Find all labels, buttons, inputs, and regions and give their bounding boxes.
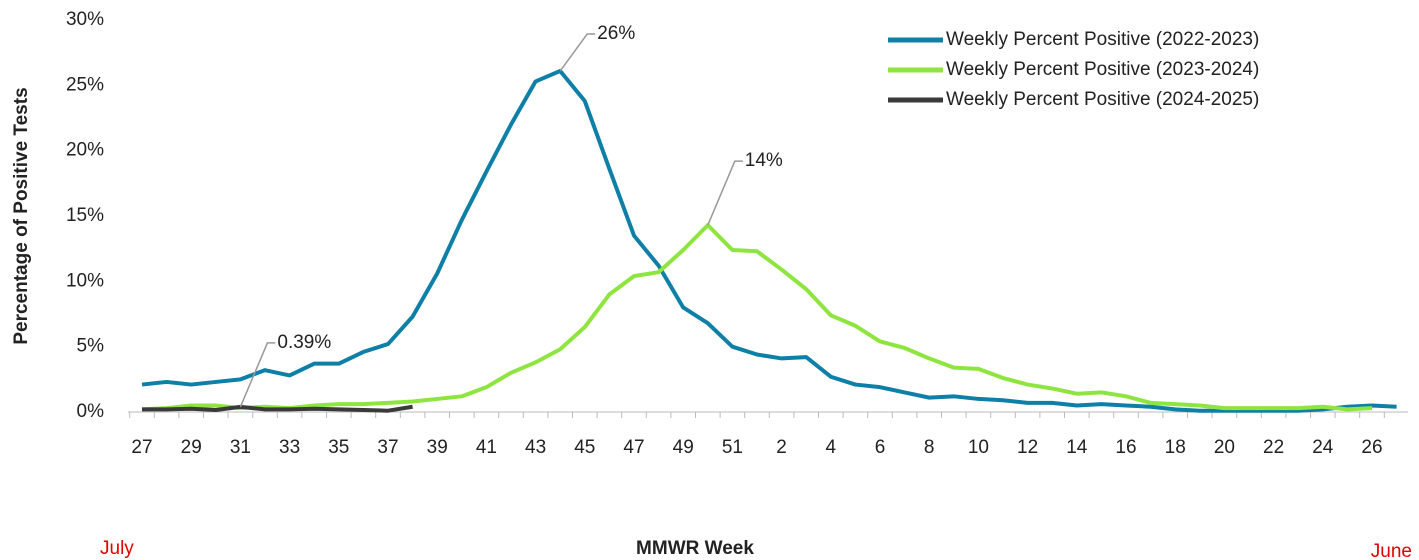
x-axis-label: MMWR Week bbox=[636, 538, 754, 559]
y-tick-label: 15% bbox=[66, 205, 104, 226]
x-tick-label: 41 bbox=[476, 437, 497, 458]
x-tick-label: 14 bbox=[1066, 437, 1088, 458]
series-line bbox=[141, 223, 1373, 412]
series-line bbox=[141, 68, 1397, 413]
x-tick-label: 29 bbox=[181, 437, 202, 458]
y-tick-label: 25% bbox=[66, 74, 104, 95]
x-tick-label: 35 bbox=[328, 437, 349, 458]
x-tick-label: 27 bbox=[131, 437, 152, 458]
y-tick-label: 10% bbox=[66, 270, 104, 291]
x-tick-label: 2 bbox=[776, 437, 787, 458]
x-tick-label: 20 bbox=[1214, 437, 1235, 458]
x-tick-label: 43 bbox=[525, 437, 546, 458]
x-tick-label: 6 bbox=[875, 437, 886, 458]
data-label: 14% bbox=[745, 150, 783, 171]
x-tick-label: 18 bbox=[1165, 437, 1186, 458]
leader-line bbox=[239, 342, 276, 408]
legend-label: Weekly Percent Positive (2024-2025) bbox=[946, 89, 1259, 110]
x-tick-label: 45 bbox=[574, 437, 595, 458]
leader-line bbox=[707, 160, 743, 226]
data-label: 26% bbox=[597, 23, 635, 44]
x-tick-label: 8 bbox=[924, 437, 935, 458]
series-line bbox=[142, 404, 413, 413]
data-label: 0.39% bbox=[277, 332, 331, 353]
x-tick-label: 33 bbox=[279, 437, 300, 458]
x-tick-label: 26 bbox=[1361, 437, 1382, 458]
x-tick-label: 4 bbox=[826, 437, 837, 458]
legend-label: Weekly Percent Positive (2023-2024) bbox=[946, 59, 1259, 80]
start-label: July bbox=[100, 538, 134, 559]
y-axis-label: Percentage of Positive Tests bbox=[11, 87, 32, 344]
y-tick-label: 20% bbox=[66, 140, 104, 161]
y-tick-label: 5% bbox=[77, 336, 105, 357]
x-tick-label: 22 bbox=[1263, 437, 1284, 458]
leader-line bbox=[559, 33, 596, 72]
x-tick-label: 39 bbox=[427, 437, 448, 458]
x-tick-label: 12 bbox=[1017, 437, 1038, 458]
end-label: June bbox=[1371, 541, 1412, 560]
y-tick-label: 0% bbox=[77, 401, 105, 422]
y-tick-label: 30% bbox=[66, 9, 104, 30]
x-tick-label: 47 bbox=[623, 437, 644, 458]
x-tick-label: 51 bbox=[722, 437, 743, 458]
x-tick-label: 31 bbox=[230, 437, 251, 458]
x-tick-label: 16 bbox=[1115, 437, 1136, 458]
x-tick-label: 24 bbox=[1312, 437, 1334, 458]
legend-label: Weekly Percent Positive (2022-2023) bbox=[946, 29, 1259, 50]
x-tick-label: 49 bbox=[673, 437, 694, 458]
x-tick-label: 10 bbox=[968, 437, 989, 458]
x-tick-label: 37 bbox=[377, 437, 398, 458]
